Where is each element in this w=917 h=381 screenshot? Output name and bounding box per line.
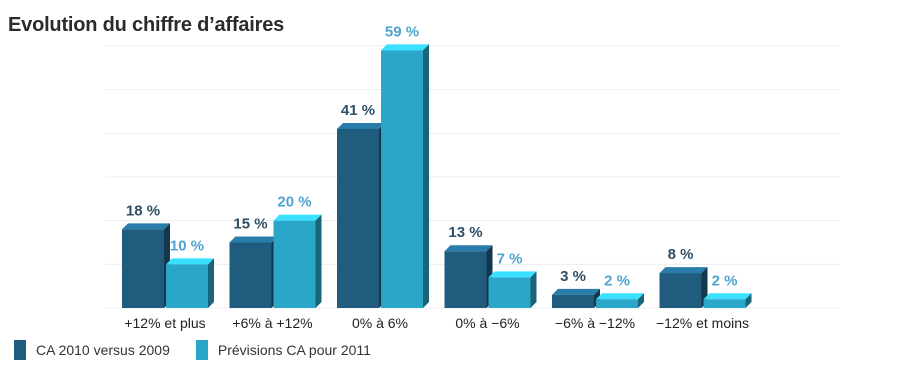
- category-label: +6% à +12%: [232, 315, 312, 331]
- value-label-series-1: 3 %: [560, 268, 586, 285]
- bar-series-2[interactable]: [166, 264, 208, 308]
- value-label-series-2: 2 %: [604, 272, 630, 289]
- value-label-series-1: 41 %: [341, 102, 375, 119]
- legend-swatch-series-1: [14, 340, 26, 360]
- bar-top-face: [273, 214, 322, 221]
- bar-series-2[interactable]: [488, 277, 531, 308]
- bar-series-1[interactable]: [552, 294, 594, 308]
- bar-top-face: [229, 236, 278, 243]
- bar-top-face: [381, 44, 429, 51]
- value-label-series-1: 8 %: [668, 246, 694, 263]
- bar-top-face: [122, 223, 170, 230]
- bar-series-1[interactable]: [444, 251, 487, 308]
- bar-series-2[interactable]: [703, 299, 746, 308]
- bar-top-face: [337, 122, 385, 129]
- value-label-series-2: 59 %: [385, 23, 419, 40]
- data-labels: 18 % 10 % 15 % 20 % 41 % 59 % 13 % 7 % 3 % 2 % 8 %…: [126, 23, 738, 289]
- bar-side-face: [423, 44, 429, 308]
- bar-side-face: [530, 271, 537, 308]
- bar-top-face: [166, 258, 214, 265]
- bar-side-face: [745, 293, 752, 308]
- bar-series-1[interactable]: [229, 242, 272, 309]
- bar-side-face: [638, 293, 644, 308]
- legend: CA 2010 versus 2009 Prévisions CA pour 2…: [14, 340, 397, 360]
- category-labels: +12% et plus +6% à +12% 0% à 6% 0% à −6% −6%…: [124, 315, 749, 331]
- value-label-series-1: 18 %: [126, 202, 160, 219]
- category-label: 0% à −6%: [455, 315, 519, 331]
- bar-series-2[interactable]: [596, 299, 638, 308]
- value-label-series-2: 20 %: [277, 194, 311, 211]
- value-label-series-1: 13 %: [448, 224, 482, 241]
- value-label-series-2: 2 %: [712, 272, 738, 289]
- bars: [122, 44, 752, 308]
- bar-top-face: [659, 267, 708, 274]
- bar-side-face: [208, 258, 214, 308]
- bar-side-face: [315, 214, 322, 308]
- bar-top-face: [552, 288, 600, 295]
- bar-top-face: [596, 293, 644, 300]
- bar-top-face: [488, 271, 537, 278]
- legend-label-series-1: CA 2010 versus 2009: [36, 342, 170, 358]
- category-label: 0% à 6%: [352, 315, 408, 331]
- bar-top-face: [703, 293, 752, 300]
- value-label-series-1: 15 %: [233, 216, 267, 233]
- value-label-series-2: 10 %: [170, 237, 204, 254]
- category-label: +12% et plus: [124, 315, 205, 331]
- bar-series-1[interactable]: [659, 273, 702, 308]
- category-label: −12% et moins: [656, 315, 749, 331]
- bar-series-2[interactable]: [273, 220, 316, 308]
- category-label: −6% à −12%: [555, 315, 635, 331]
- legend-item-series-2[interactable]: Prévisions CA pour 2011: [195, 340, 371, 360]
- bar-series-1[interactable]: [122, 229, 164, 308]
- bar-series-2[interactable]: [381, 50, 423, 308]
- legend-label-series-2: Prévisions CA pour 2011: [217, 342, 371, 358]
- bar-top-face: [444, 245, 493, 252]
- chart-title: Evolution du chiffre d’affaires: [8, 14, 285, 36]
- legend-swatch-series-2: [195, 340, 208, 360]
- legend-item-series-1[interactable]: CA 2010 versus 2009: [14, 340, 170, 360]
- value-label-series-2: 7 %: [497, 250, 523, 267]
- bar-series-1[interactable]: [337, 128, 379, 308]
